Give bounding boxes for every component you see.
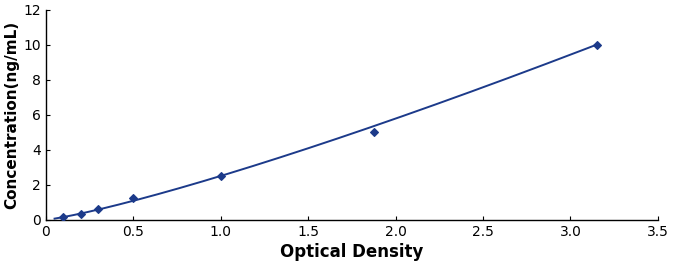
Y-axis label: Concentration(ng/mL): Concentration(ng/mL) xyxy=(4,21,19,209)
X-axis label: Optical Density: Optical Density xyxy=(280,243,423,261)
